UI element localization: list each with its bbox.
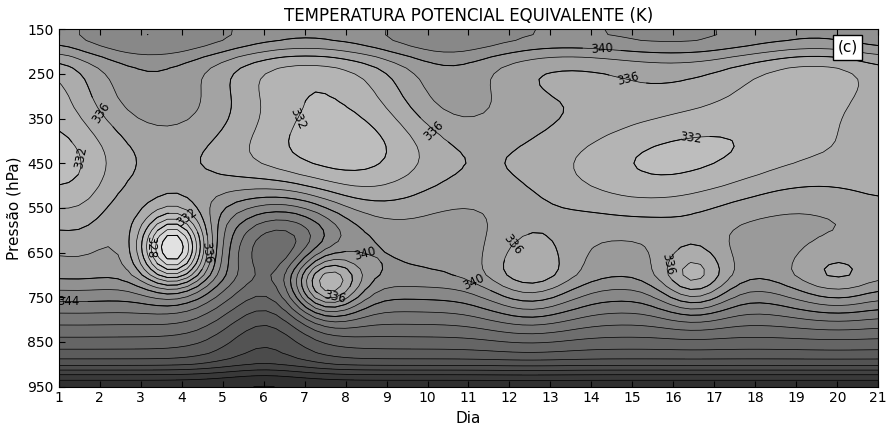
Y-axis label: Pressão (hPa): Pressão (hPa) [7,156,22,260]
Text: 336: 336 [90,100,113,126]
Text: 336: 336 [615,70,640,88]
Text: 328: 328 [145,236,157,258]
Text: 344: 344 [57,295,80,308]
Text: 336: 336 [659,252,677,276]
Text: 336: 336 [323,289,348,306]
Text: 332: 332 [679,130,703,146]
Text: 336: 336 [199,241,215,265]
Text: 340: 340 [460,272,486,293]
Text: 340: 340 [352,244,377,262]
Text: 332: 332 [72,145,89,170]
Text: (c): (c) [838,40,857,55]
Text: 332: 332 [287,106,308,132]
Text: 336: 336 [421,118,446,143]
Text: 332: 332 [174,206,200,230]
Text: 336: 336 [501,232,525,257]
Title: TEMPERATURA POTENCIAL EQUIVALENTE (K): TEMPERATURA POTENCIAL EQUIVALENTE (K) [284,7,654,25]
Text: 340: 340 [590,42,613,56]
X-axis label: Dia: Dia [456,411,481,426]
